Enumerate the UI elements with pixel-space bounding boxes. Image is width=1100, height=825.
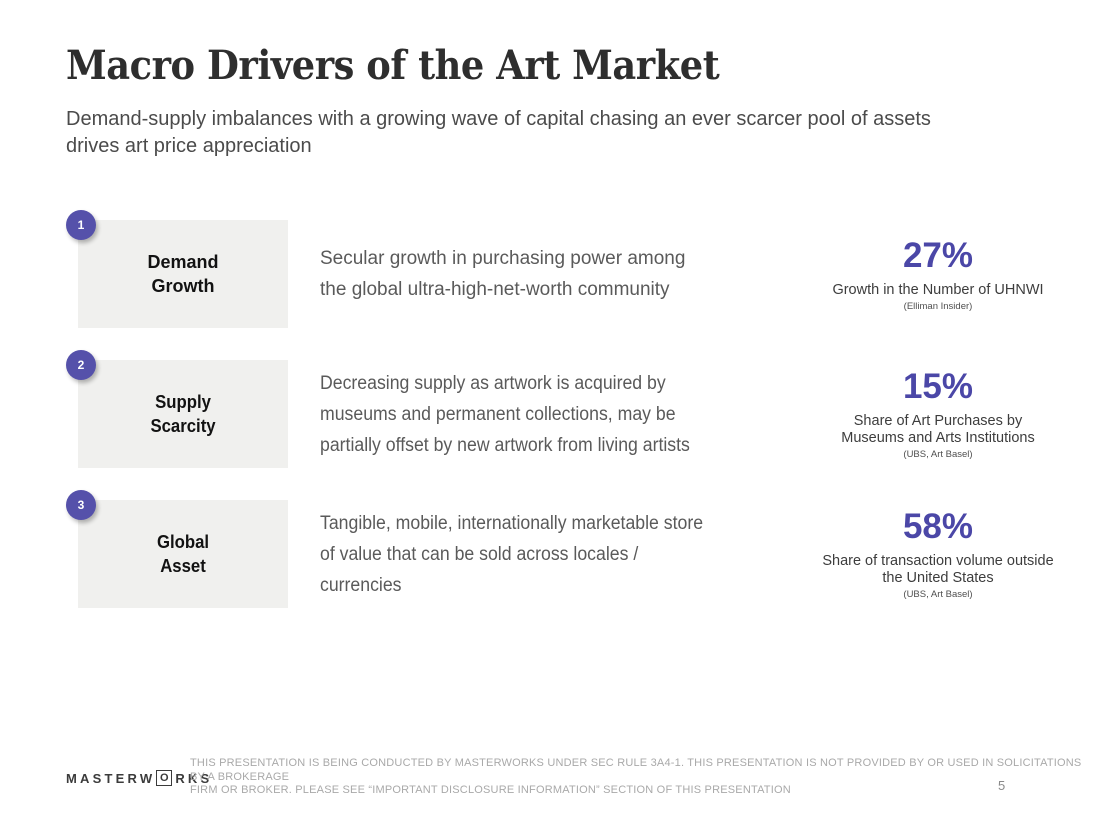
driver-label: Global Asset — [156, 532, 210, 576]
driver-description-wrap: Decreasing supply as artwork is acquired… — [320, 360, 795, 468]
stat-block: 58% Share of transaction volume outside … — [788, 500, 1088, 608]
driver-label: Supply Scarcity — [150, 392, 216, 436]
stat-caption: Share of transaction volume outside the … — [822, 553, 1054, 586]
driver-description: Decreasing supply as artwork is acquired… — [320, 372, 690, 456]
driver-label-box: Supply Scarcity — [78, 360, 288, 468]
logo-o-letter: O — [160, 772, 169, 784]
step-number: 3 — [77, 498, 85, 512]
driver-description: Tangible, mobile, internationally market… — [320, 512, 704, 596]
page-number: 5 — [998, 778, 1006, 793]
stat-block: 27% Growth in the Number of UHNWI (Ellim… — [788, 220, 1088, 328]
stat-source: (UBS, Art Basel) — [903, 589, 973, 600]
stat-caption: Share of Art Purchases by Museums and Ar… — [841, 413, 1035, 446]
driver-row-supply-scarcity: 2 Supply Scarcity Decreasing supply as a… — [66, 350, 1078, 472]
stat-value: 27% — [902, 235, 974, 275]
logo-text-prefix: MASTERW — [66, 770, 156, 786]
page-subtitle: Demand-supply imbalances with a growing … — [66, 108, 931, 157]
step-number: 2 — [77, 358, 85, 372]
stat-block: 15% Share of Art Purchases by Museums an… — [788, 360, 1088, 468]
stat-value: 15% — [902, 367, 974, 406]
step-number-badge: 2 — [66, 350, 96, 380]
masterworks-logo: MASTERW O RKS — [66, 770, 212, 786]
step-number-badge: 3 — [66, 490, 96, 520]
stat-source: (Elliman Insider) — [903, 300, 973, 312]
stat-caption: Growth in the Number of UHNWI — [832, 281, 1044, 298]
stat-source: (UBS, Art Basel) — [903, 449, 973, 460]
driver-label-box: Global Asset — [78, 500, 288, 608]
stat-value: 58% — [902, 507, 974, 546]
driver-label-box: Demand Growth — [78, 220, 288, 328]
step-number-badge: 1 — [66, 210, 96, 240]
driver-description: Secular growth in purchasing power among… — [320, 248, 686, 300]
logo-o-icon: O — [156, 770, 173, 786]
driver-description-wrap: Tangible, mobile, internationally market… — [320, 500, 795, 608]
page-title: Macro Drivers of the Art Market — [66, 42, 720, 89]
disclaimer-text: THIS PRESENTATION IS BEING CONDUCTED BY … — [190, 757, 1082, 796]
step-number: 1 — [77, 218, 85, 232]
logo-text-suffix: RKS — [175, 770, 213, 786]
driver-description-wrap: Secular growth in purchasing power among… — [320, 220, 795, 328]
driver-label: Demand Growth — [147, 252, 219, 296]
driver-row-global-asset: 3 Global Asset Tangible, mobile, interna… — [66, 490, 1078, 612]
driver-row-demand-growth: 1 Demand Growth Secular growth in purcha… — [66, 210, 1078, 332]
